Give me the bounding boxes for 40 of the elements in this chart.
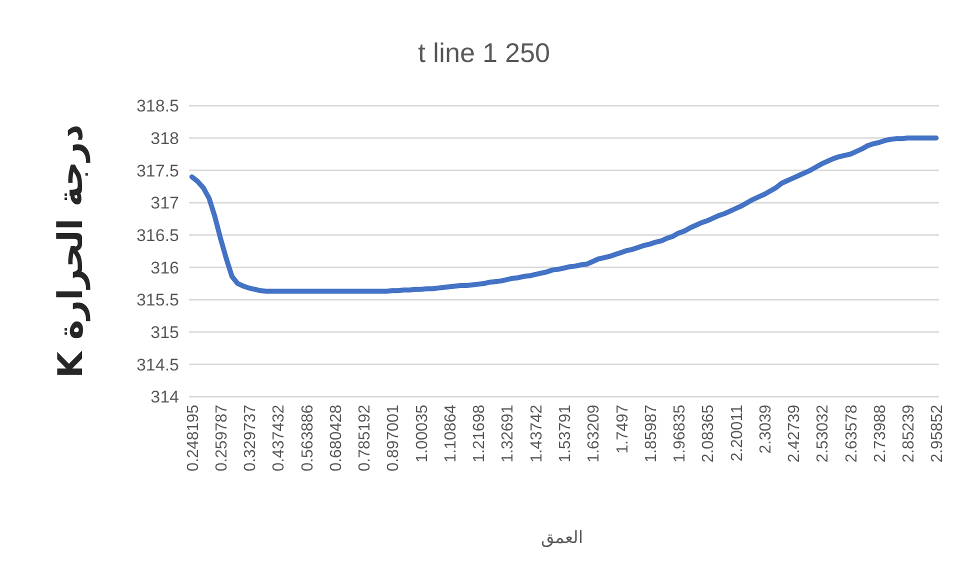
x-tick-label: 1.10864 [442, 404, 460, 463]
x-tick-label: 0.785192 [356, 404, 374, 472]
x-tick-label: 2.08365 [700, 404, 718, 463]
y-tick-label: 317 [150, 194, 179, 213]
x-tick-label: 1.43742 [528, 404, 546, 463]
x-tick-label: 1.21698 [471, 404, 488, 463]
x-axis-title: العمق [540, 528, 584, 548]
x-tick-label: 2.42739 [786, 404, 804, 463]
y-tick-label: 318.5 [136, 96, 179, 116]
y-tick-label: 316.5 [136, 226, 179, 246]
x-tick-label: 0.248195 [184, 404, 202, 472]
x-tick-label: 0.437432 [270, 404, 288, 472]
y-axis-title: درجة الحرارة K [51, 124, 91, 378]
x-tick-label: 1.00035 [414, 404, 431, 463]
x-tick-label: 1.7497 [614, 404, 632, 454]
x-tick-label: 2.20011 [728, 404, 746, 462]
x-tick-label: 2.53032 [814, 404, 832, 463]
x-tick-label: 2.63578 [843, 404, 860, 463]
x-tick-label: 2.95852 [929, 404, 946, 463]
x-tick-label: 2.3039 [757, 404, 774, 454]
x-tick-label: 0.680428 [328, 404, 345, 472]
x-tick-label: 0.563886 [299, 404, 316, 472]
y-tick-label: 314 [150, 388, 179, 407]
x-tick-label: 1.63209 [586, 404, 603, 463]
y-tick-label: 316 [150, 258, 179, 278]
y-tick-label: 315 [150, 323, 179, 342]
x-tick-label: 2.73988 [872, 404, 889, 463]
x-tick-label: 1.32691 [500, 404, 517, 463]
y-tick-label: 317.5 [136, 161, 179, 180]
y-tick-label: 314.5 [136, 355, 179, 374]
x-tick-label: 0.897001 [385, 404, 402, 472]
x-tick-label: 2.85239 [900, 404, 918, 463]
y-tick-label: 318 [150, 129, 179, 148]
y-tick-label: 315.5 [136, 290, 179, 310]
x-tick-label: 1.53791 [557, 404, 574, 463]
chart-title: t line 1 250 [418, 38, 550, 68]
x-tick-label: 0.329737 [242, 404, 260, 472]
x-tick-label: 1.96835 [672, 404, 689, 463]
x-tick-label: 1.85987 [642, 404, 660, 463]
x-tick-label: 0.259787 [213, 404, 230, 472]
